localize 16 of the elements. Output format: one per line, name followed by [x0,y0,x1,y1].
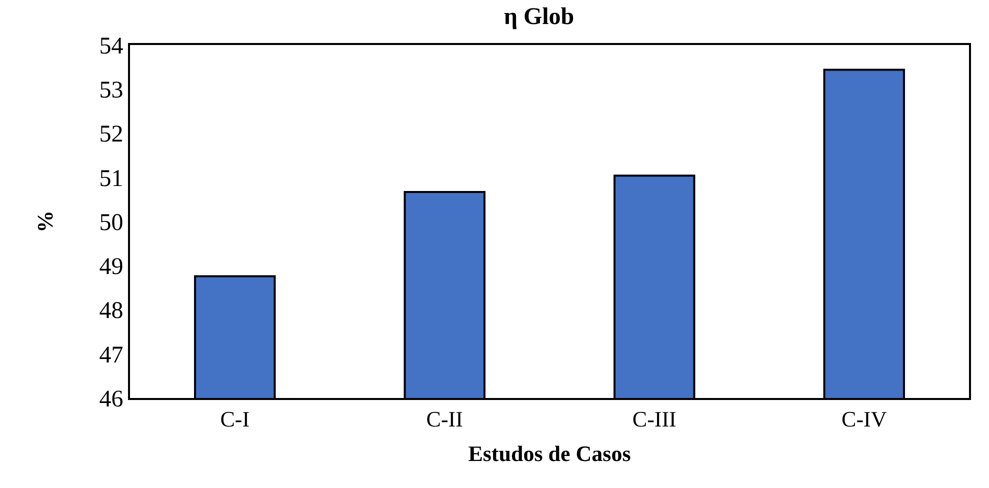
y-tick-label: 48 [99,298,124,324]
y-tick-label: 47 [99,342,124,368]
y-tick-label: 50 [99,210,124,236]
chart-title: η Glob [504,4,574,30]
y-tick-label: 46 [99,386,124,412]
x-axis-title: Estudos de Casos [468,440,632,466]
x-tick-label: C-IV [842,406,887,432]
y-tick-label: 51 [99,166,124,192]
x-tick-label: C-II [426,406,463,432]
y-axis-title: % [32,210,58,232]
y-tick-label: 54 [99,33,124,60]
x-tick-label: C-I [220,406,250,432]
y-tick-label: 52 [99,122,124,148]
y-tick-label: 53 [99,78,124,104]
y-tick-label: 49 [99,254,124,280]
x-tick-label: C-III [632,406,676,432]
